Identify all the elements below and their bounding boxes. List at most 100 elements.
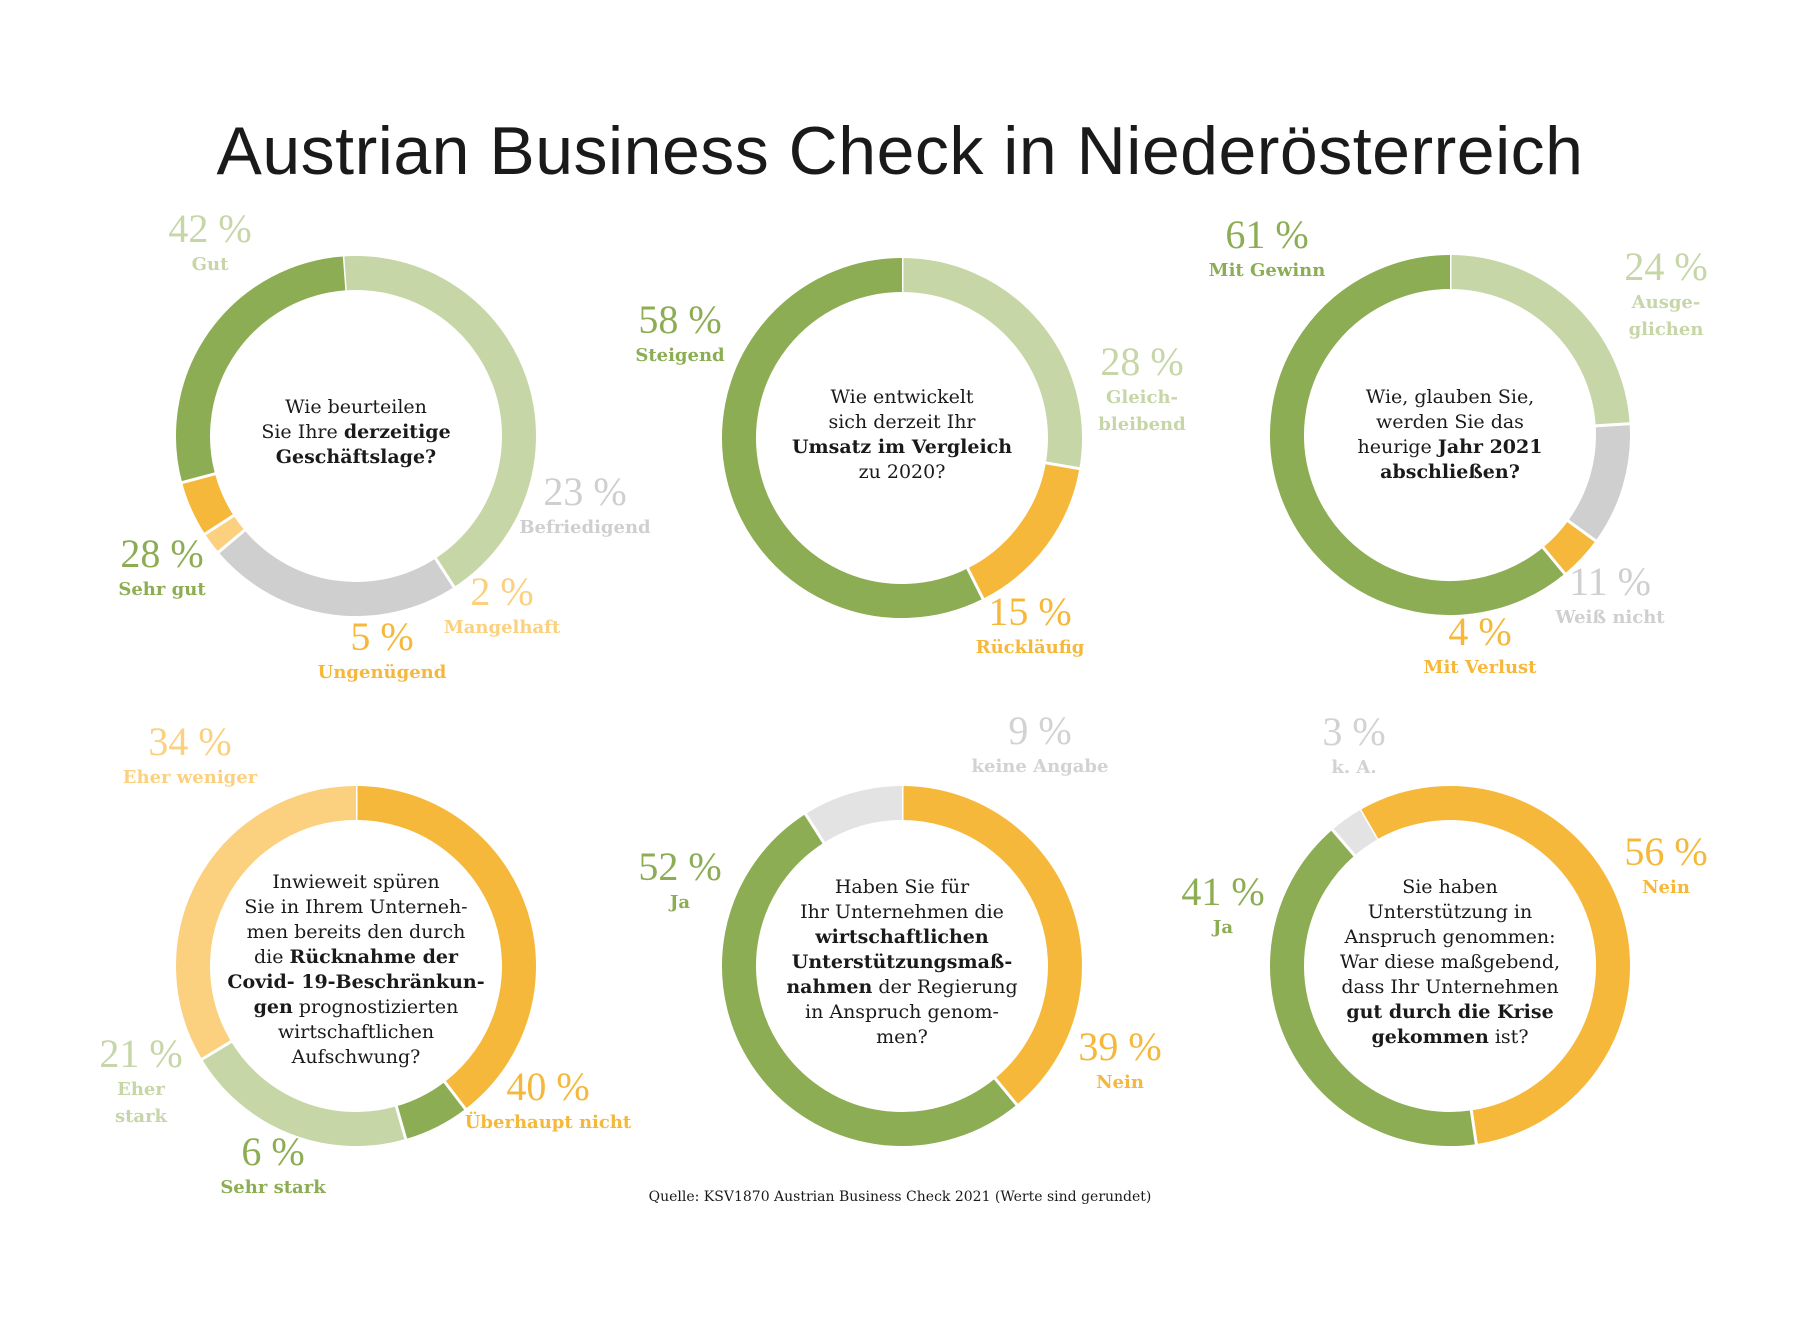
- question-line: gut durch die Krise: [1346, 1001, 1554, 1023]
- category-label-sehr-stark: Sehr stark: [220, 1177, 326, 1198]
- pct-label-sehr-stark: 6 %: [241, 1129, 304, 1174]
- chart-question-4: Inwieweit spüren Sie in Ihrem Unterneh-me…: [226, 870, 486, 1070]
- category-label-ja: Ja: [668, 892, 691, 913]
- question-line: abschließen?: [1380, 461, 1520, 483]
- slice-mangelhaft: [205, 515, 245, 553]
- pct-label-weiß-nicht: 11 %: [1569, 559, 1651, 604]
- slice-separator: [993, 1076, 1019, 1107]
- slice-ausge-glichen: [1449, 255, 1630, 427]
- slice-eher-weniger: [176, 786, 357, 1060]
- category-label-ausge-glichen: glichen: [1629, 319, 1704, 340]
- question-line: wirtschaftlichen: [277, 1021, 435, 1043]
- slice-separator: [200, 1039, 233, 1062]
- slice-separator: [394, 1104, 408, 1141]
- category-label-eher-stark: stark: [115, 1106, 168, 1127]
- question-line: Wie, glauben Sie,: [1365, 386, 1535, 408]
- pct-label-gut: 42 %: [168, 206, 251, 251]
- pct-label-eher-stark: 21 %: [99, 1031, 182, 1076]
- slice-überhaupt-nicht: [355, 786, 536, 1109]
- question-line: Anspruch genommen:: [1344, 926, 1556, 948]
- slice-sehr-stark: [395, 1081, 466, 1139]
- slice-rückläufig: [967, 462, 1080, 599]
- pct-label-sehr-gut: 28 %: [120, 531, 203, 576]
- question-line: gekommen ist?: [1371, 1026, 1529, 1048]
- slice-ungenügend: [182, 473, 234, 535]
- category-label-k-a: k. A.: [1331, 757, 1376, 778]
- category-label-sehr-gut: Sehr gut: [118, 579, 206, 600]
- category-label-ja: Ja: [1211, 917, 1234, 938]
- slice-separator: [1469, 1109, 1478, 1146]
- slice-weiß-nicht: [1567, 423, 1630, 541]
- slice-befriedigend: [218, 530, 455, 616]
- question-line: Umsatz im Vergleich: [791, 436, 1013, 458]
- pct-label-ja: 41 %: [1181, 869, 1264, 914]
- category-label-überhaupt-nicht: Überhaupt nicht: [465, 1110, 632, 1133]
- question-line: Inwieweit spüren: [272, 871, 440, 893]
- pct-label-eher-weniger: 34 %: [148, 719, 231, 764]
- slice-separator: [1566, 519, 1598, 543]
- category-label-weiß-nicht: Weiß nicht: [1554, 607, 1665, 628]
- question-line: Unterstützung in: [1367, 901, 1533, 923]
- page-title: Austrian Business Check in Niederösterre…: [216, 113, 1584, 189]
- pct-label-befriedigend: 23 %: [543, 469, 626, 514]
- slice-separator: [433, 556, 456, 589]
- slice-mit-gewinn: [1270, 255, 1565, 615]
- category-label-eher-weniger: Eher weniger: [123, 767, 258, 788]
- pct-label-nein: 56 %: [1624, 829, 1707, 874]
- chart-question-3: Wie, glauben Sie, werden Sie das heurige J…: [1320, 385, 1580, 485]
- question-line: in Anspruch genom-: [805, 1001, 999, 1023]
- pct-label-keine-angabe: 9 %: [1008, 708, 1071, 753]
- question-line: War diese maßgebend,: [1339, 951, 1561, 973]
- category-label-eher-stark: Eher: [117, 1079, 165, 1100]
- chart-question-1: Wie beurteilen Sie Ihre derzeitige Geschäf…: [226, 395, 486, 470]
- slice-ja: [1270, 829, 1477, 1146]
- question-line: Sie haben: [1402, 876, 1498, 898]
- category-label-keine-angabe: keine Angabe: [972, 756, 1109, 777]
- slice-mit-verlust: [1542, 520, 1596, 574]
- slice-steigend: [722, 258, 983, 618]
- category-label-mit-gewinn: Mit Gewinn: [1209, 260, 1326, 281]
- donut-chart-2: 28 % Gleich-bleibend 15 % Rückläufig 58 % Ste…: [635, 257, 1186, 658]
- pct-label-nein: 39 %: [1078, 1024, 1161, 1069]
- pct-label-rückläufig: 15 %: [988, 589, 1071, 634]
- question-line: die Rücknahme der: [254, 946, 458, 968]
- donut-chart-1: 42 % Gut 23 % Befriedigend 2 % Mangelhaft 5 % U…: [118, 206, 651, 683]
- source-note: Quelle: KSV1870 Austrian Business Check …: [648, 1189, 1152, 1205]
- category-label-nein: Nein: [1642, 877, 1690, 898]
- question-line: werden Sie das: [1376, 411, 1524, 433]
- slice-separator: [341, 255, 347, 292]
- question-line: Haben Sie für: [834, 876, 970, 898]
- slice-separator: [1594, 422, 1631, 428]
- category-label-gut: Gut: [192, 254, 229, 275]
- donut-chart-6: 56 % Nein 41 % Ja 3 % k. A.: [1181, 709, 1708, 1146]
- slice-nein: [901, 786, 1082, 1105]
- slice-separator: [1330, 828, 1357, 858]
- category-label-steigend: Steigend: [635, 345, 725, 366]
- question-line: Sie in Ihrem Unterneh-: [244, 896, 468, 918]
- question-line: heurige Jahr 2021: [1357, 436, 1543, 458]
- chart-question-2: Wie entwickelt sich derzeit Ihr Umsatz im …: [772, 385, 1032, 485]
- question-line: Wie beurteilen: [285, 396, 427, 418]
- slice-separator: [203, 513, 236, 536]
- pct-label-steigend: 58 %: [638, 297, 721, 342]
- category-label-nein: Nein: [1096, 1072, 1144, 1093]
- pct-label-ja: 52 %: [638, 844, 721, 889]
- category-label-ungenügend: Ungenügend: [318, 662, 447, 683]
- slice-separator: [1541, 545, 1567, 576]
- pct-label-gleich-bleibend: 28 %: [1100, 339, 1183, 384]
- pct-label-mangelhaft: 2 %: [470, 569, 533, 614]
- pct-label-überhaupt-nicht: 40 %: [506, 1064, 589, 1109]
- category-label-ausge-glichen: Ausge-: [1631, 292, 1701, 313]
- slice-keine-angabe: [805, 786, 903, 843]
- question-line: Wie entwickelt: [830, 386, 974, 408]
- slice-separator: [442, 1080, 468, 1111]
- slice-separator: [803, 812, 826, 845]
- category-label-mit-verlust: Mit Verlust: [1424, 657, 1538, 678]
- category-label-mangelhaft: Mangelhaft: [444, 617, 561, 638]
- slice-separator: [180, 472, 217, 485]
- slice-gleich-bleibend: [901, 258, 1082, 469]
- question-line: Aufschwung?: [291, 1046, 421, 1068]
- question-line: Ihr Unternehmen die: [800, 901, 1004, 923]
- slice-sehr-gut: [176, 256, 346, 483]
